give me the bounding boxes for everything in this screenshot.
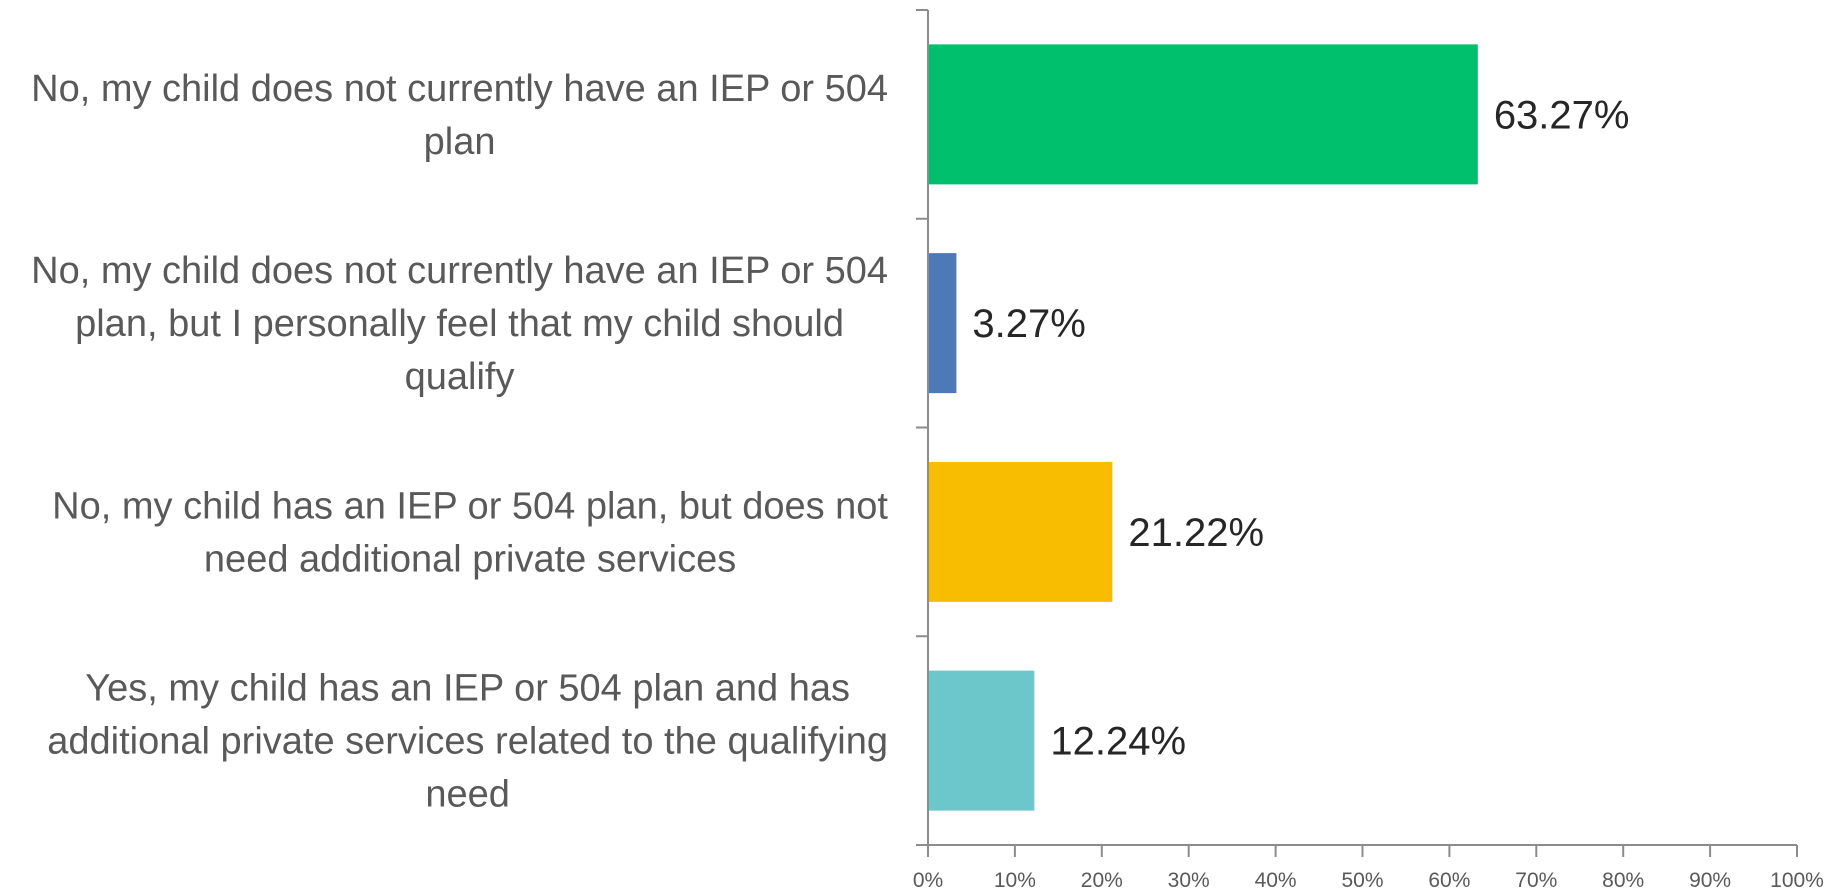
bar (928, 461, 1113, 602)
x-tick-label: 20% (1081, 869, 1123, 892)
x-tick-label: 80% (1602, 869, 1644, 892)
category-label-line: additional private services related to t… (47, 721, 888, 763)
category-label-line: plan (424, 121, 496, 163)
data-label: 12.24% (1050, 720, 1186, 764)
value-labels-group: 63.27% 3.27% 21.22% 12.24% (972, 93, 1629, 763)
bar (928, 44, 1478, 185)
x-tick-label: 100% (1770, 869, 1824, 892)
category-label-line: No, my child has an IEP or 504 plan, but… (52, 485, 888, 527)
data-label: 3.27% (972, 302, 1085, 346)
data-label: 63.27% (1494, 93, 1630, 137)
category-label-line: No, my child does not currently have an … (31, 250, 888, 292)
category-labels-group: No, my child does not currently have an … (31, 68, 888, 816)
x-tick-label: 10% (994, 869, 1036, 892)
x-tick-label: 50% (1341, 869, 1383, 892)
category-label-line: Yes, my child has an IEP or 504 plan and… (85, 668, 850, 710)
category-label-line: need additional private services (204, 538, 736, 580)
category-label-line: No, my child does not currently have an … (31, 68, 888, 110)
bars-group (928, 44, 1478, 811)
bar (928, 253, 957, 394)
category-label-line: qualify (405, 356, 515, 398)
category-label: Yes, my child has an IEP or 504 plan and… (47, 668, 888, 816)
x-tick-label: 70% (1515, 869, 1557, 892)
x-tick-label: 40% (1255, 869, 1297, 892)
x-ticks-group: 0% 10% 20% 30% 40% 50% 60% 70% 80% 90% 100% (913, 845, 1824, 892)
category-label: No, my child does not currently have an … (31, 250, 888, 398)
x-tick-label: 30% (1168, 869, 1210, 892)
x-tick-label: 60% (1428, 869, 1470, 892)
data-label: 21.22% (1128, 511, 1264, 555)
x-tick-label: 90% (1689, 869, 1731, 892)
bar (928, 670, 1035, 811)
category-label-line: need (425, 774, 510, 816)
x-tick-label: 0% (913, 869, 943, 892)
category-label: No, my child does not currently have an … (31, 68, 888, 163)
category-label: No, my child has an IEP or 504 plan, but… (52, 485, 888, 580)
category-label-line: plan, but I personally feel that my chil… (75, 303, 844, 345)
